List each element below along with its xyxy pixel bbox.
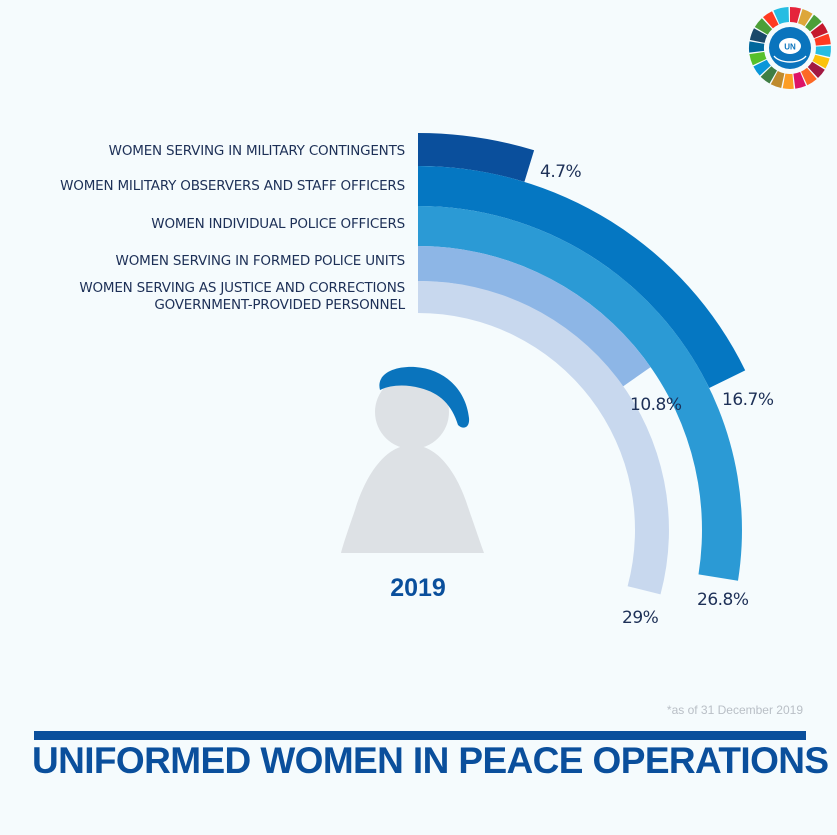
label-military-contingents: WOMEN SERVING IN MILITARY CONTINGENTS <box>108 143 406 159</box>
title-divider <box>34 731 806 740</box>
value-justice-corrections: 29% <box>622 608 659 628</box>
page-title: UNIFORMED WOMEN IN PEACE OPERATIONS <box>32 740 829 781</box>
year-label: 2019 <box>390 574 446 602</box>
label-justice-corrections: WOMEN SERVING AS JUSTICE AND CORRECTIONS… <box>79 280 405 314</box>
arc-military-observers <box>418 165 746 388</box>
value-formed-police-units: 10.8% <box>630 395 682 415</box>
label-individual-police: WOMEN INDIVIDUAL POLICE OFFICERS <box>151 216 405 232</box>
value-military-contingents: 4.7% <box>540 162 582 182</box>
un-sdg-wheel-logo: UN <box>748 6 831 89</box>
value-military-observers: 16.7% <box>722 390 774 410</box>
label-justice-corrections-line1: WOMEN SERVING AS JUSTICE AND CORRECTIONS <box>79 280 405 296</box>
peacekeeper-woman-beret-icon <box>341 366 484 553</box>
arc-justice-corrections <box>418 280 669 595</box>
value-individual-police: 26.8% <box>697 590 749 610</box>
arc-military-contingents <box>418 132 535 182</box>
label-military-observers: WOMEN MILITARY OBSERVERS AND STAFF OFFIC… <box>60 178 405 194</box>
footnote: *as of 31 December 2019 <box>666 703 803 717</box>
svg-text:UN: UN <box>784 43 796 52</box>
label-formed-police-units: WOMEN SERVING IN FORMED POLICE UNITS <box>115 253 406 269</box>
label-justice-corrections-line2: GOVERNMENT-PROVIDED PERSONNEL <box>154 297 405 313</box>
arc-individual-police <box>418 206 742 581</box>
